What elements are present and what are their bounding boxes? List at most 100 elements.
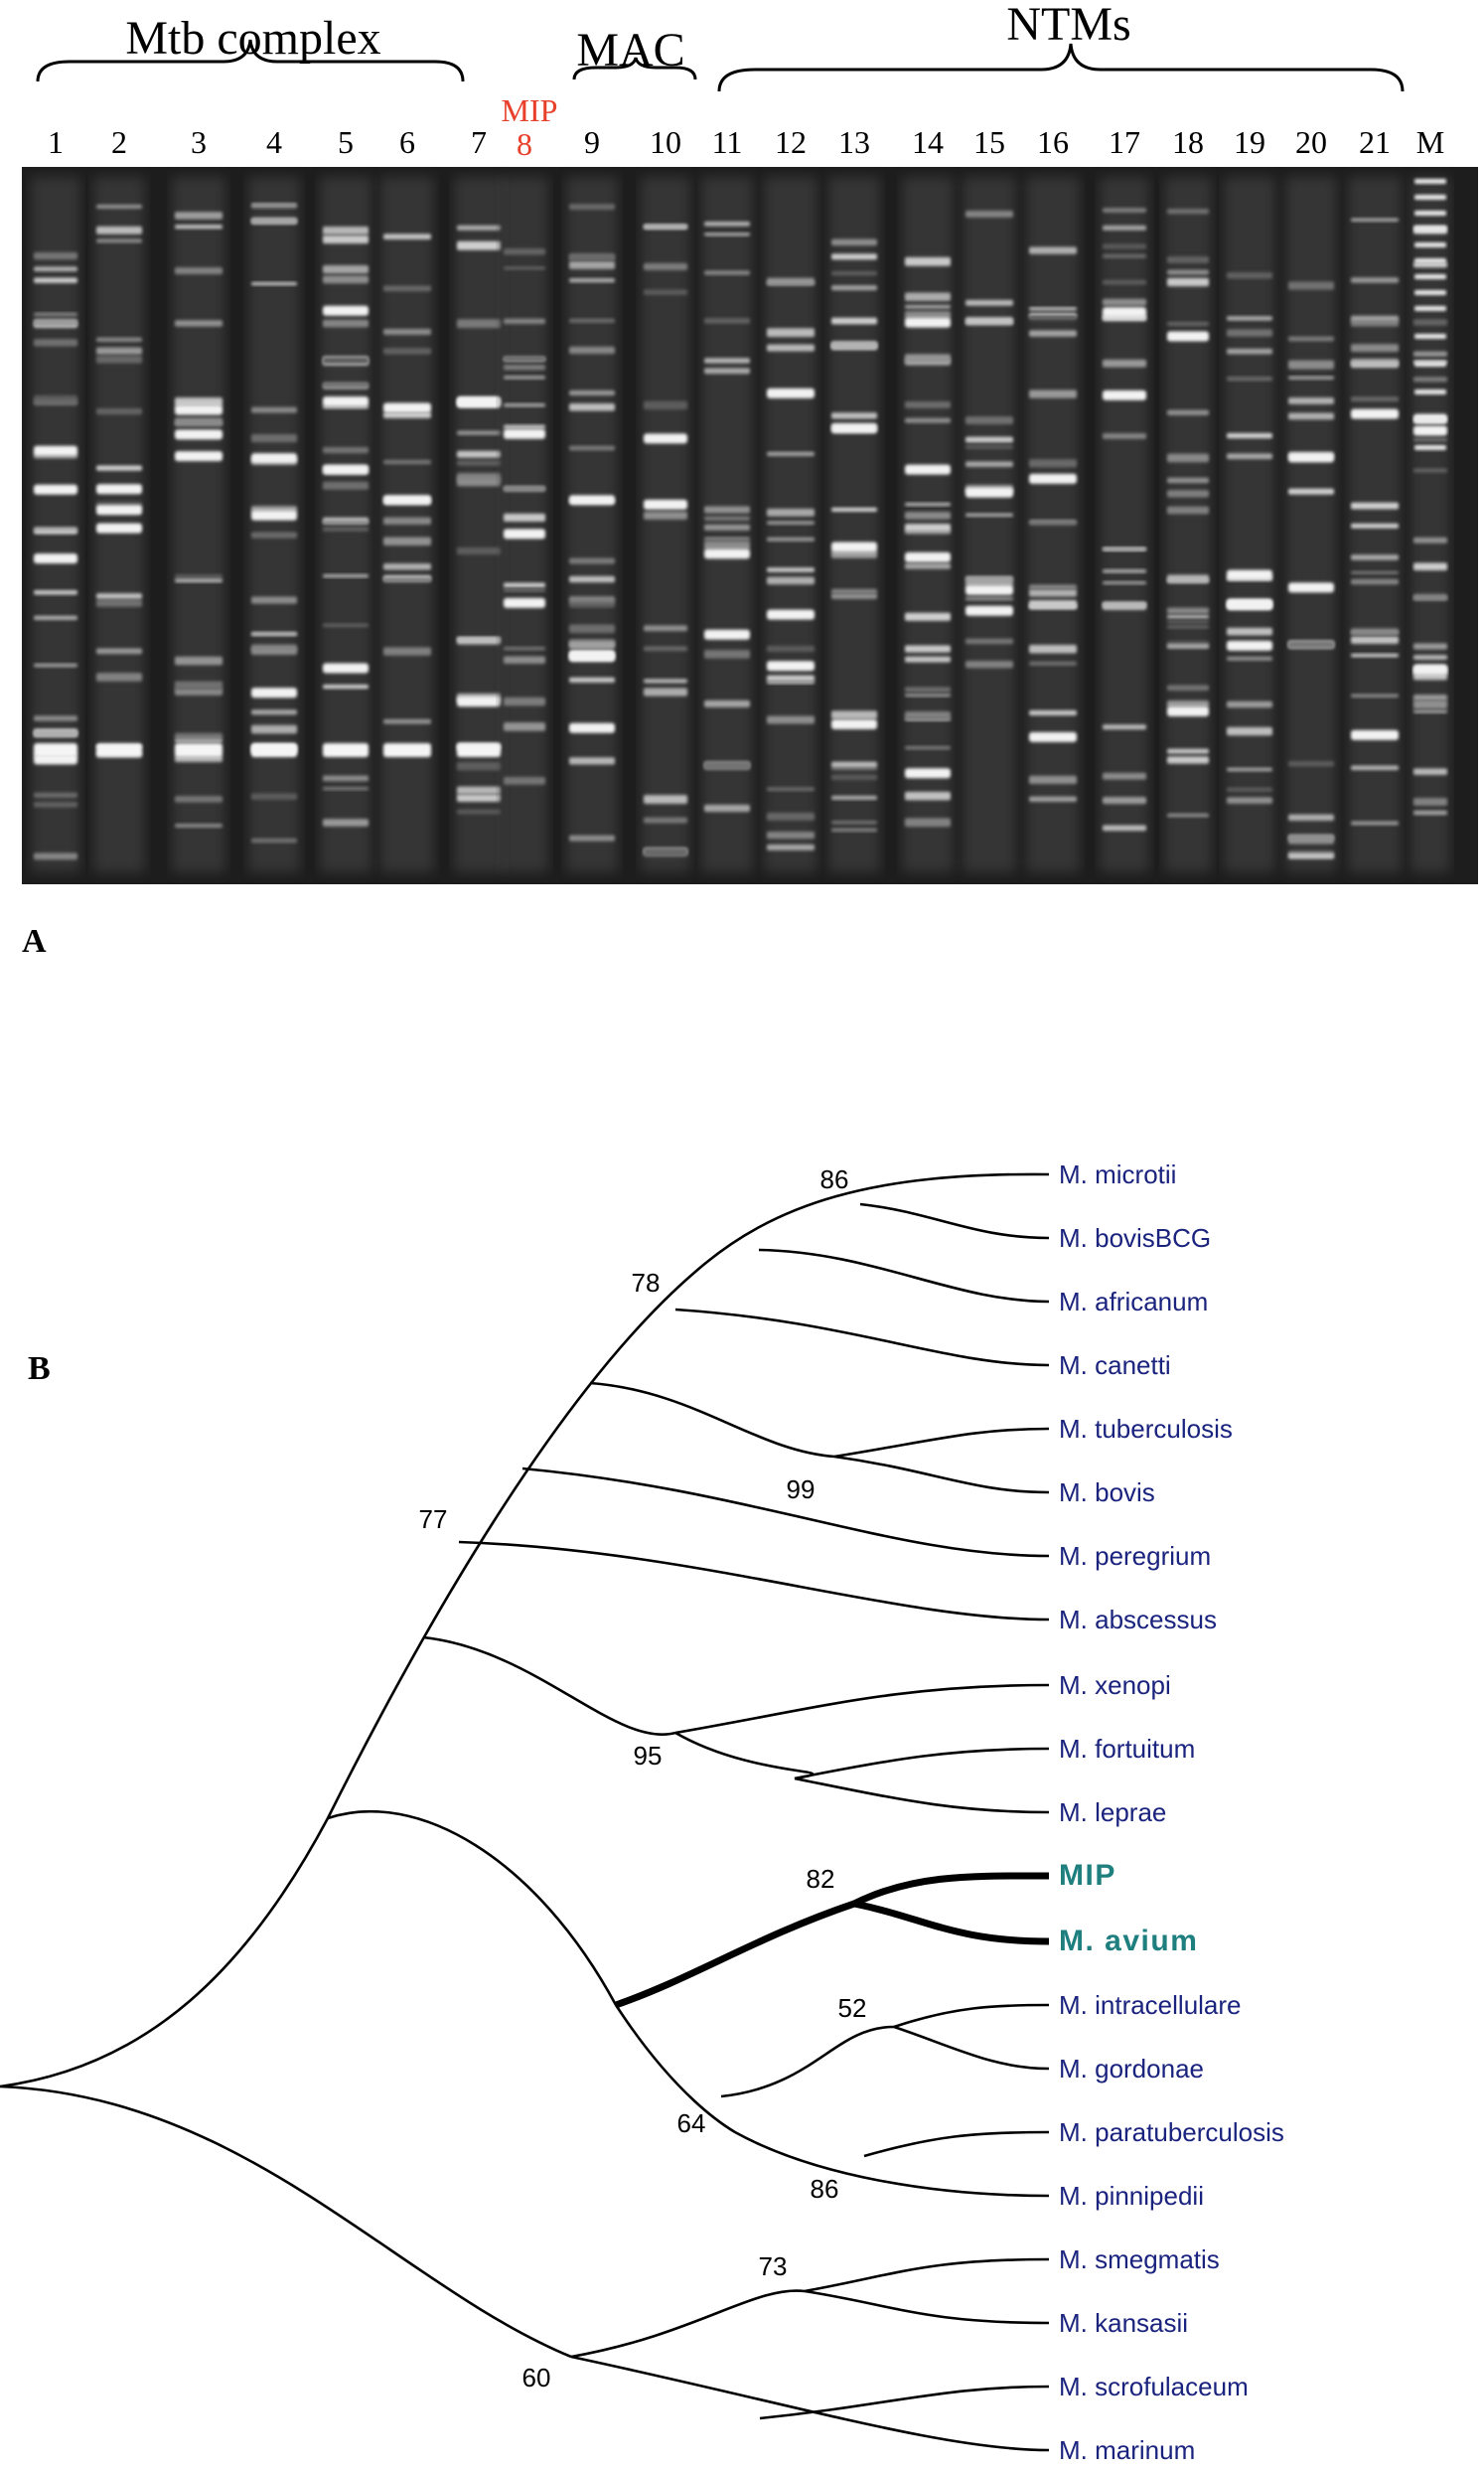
- bootstrap-value: 86: [811, 2174, 839, 2204]
- group-label-mac: MAC: [576, 24, 684, 77]
- lane-label-9: 9: [584, 124, 600, 160]
- lane-label-17: 17: [1109, 124, 1140, 160]
- gel-lane: [701, 177, 753, 872]
- tree-branch: [804, 2257, 1050, 2293]
- taxon-label: M. leprae: [1059, 1797, 1166, 1827]
- gel-lane: [31, 177, 80, 872]
- ladder-rung: [1414, 389, 1446, 394]
- taxon-label: M. marinum: [1059, 2435, 1195, 2465]
- tree-branch: [794, 1747, 1050, 1780]
- group-label-ntms: NTMs: [1006, 0, 1130, 51]
- bootstrap-value: 86: [820, 1164, 849, 1194]
- group-label-mtb-complex: Mtb complex: [125, 12, 380, 65]
- gel-lane: [1100, 177, 1149, 872]
- ladder-rung: [1414, 211, 1446, 216]
- brace-ntms: [717, 43, 1405, 92]
- bootstrap-value: 82: [807, 1864, 835, 1894]
- lane-labels: 1 2 3 4 5 6 7 8 9 10 11 12 13 14 15 16 17 18 19 20 21 M: [48, 124, 1444, 162]
- taxon-label: M. bovis: [1059, 1477, 1155, 1507]
- tree-branch: [759, 2385, 1050, 2420]
- gel-lane: [380, 177, 434, 872]
- bootstrap-value: 52: [838, 1993, 867, 2023]
- taxon-label: M. gordonae: [1059, 2054, 1204, 2084]
- gel-band: [96, 743, 142, 757]
- gel-lane: [902, 177, 954, 872]
- gel-lane: [93, 177, 145, 872]
- panel-b-tree: B M. microtii M. bovisBCG M. africanum M. c…: [0, 1159, 1284, 2465]
- taxon-label: M. abscessus: [1059, 1605, 1217, 1634]
- gel-band: [457, 743, 501, 757]
- tree-taxa: M. microtii M. bovisBCG M. africanum M. can…: [1059, 1159, 1284, 2465]
- panel-label-a: A: [22, 923, 47, 960]
- tree-branch: [674, 1731, 815, 1780]
- ladder-rung: [1414, 274, 1446, 279]
- gel-lane: [1164, 177, 1212, 872]
- gel-band: [251, 743, 297, 757]
- gel-lane: [454, 177, 504, 872]
- tree-branch: [804, 2289, 1050, 2325]
- taxon-label: M. fortuitum: [1059, 1734, 1195, 1764]
- lane-label-12: 12: [775, 124, 807, 160]
- lane-label-1: 1: [48, 124, 64, 160]
- tree-branch: [0, 1172, 1050, 2088]
- panel-a-gel: Mtb complex MAC NTMs MIP 1 2 3 4 5 6 7 8 9 10 11 12…: [22, 0, 1478, 960]
- bootstrap-value: 95: [634, 1741, 663, 1771]
- gel-lane: [320, 177, 371, 872]
- tree-branch: [893, 2003, 1050, 2029]
- lane-label-10: 10: [650, 124, 681, 160]
- lane-label-4: 4: [266, 124, 282, 160]
- bootstrap-value: 60: [522, 2363, 551, 2393]
- brace-mtb-complex: [36, 39, 465, 82]
- tree-branch: [794, 1776, 1050, 1814]
- tree-branch: [758, 1248, 1050, 1304]
- lane-label-16: 16: [1037, 124, 1069, 160]
- gel-lane: [1348, 177, 1402, 872]
- lane-label-6: 6: [399, 124, 415, 160]
- gel-lane: [1285, 177, 1337, 872]
- lane-label-3: 3: [191, 124, 207, 160]
- ladder-rung: [1414, 362, 1446, 367]
- gel-lanes: [31, 177, 1450, 872]
- bootstrap-value: 78: [632, 1268, 661, 1298]
- gel-lane: [1410, 177, 1450, 872]
- taxon-label: M. smegmatis: [1059, 2244, 1220, 2274]
- tree-branch: [570, 2355, 1050, 2452]
- ladder-rung: [1414, 445, 1446, 450]
- ladder-rung: [1414, 306, 1446, 311]
- taxon-label: M. scrofulaceum: [1059, 2372, 1249, 2401]
- taxon-label: M. tuberculosis: [1059, 1414, 1233, 1444]
- tree-branch: [0, 2084, 572, 2359]
- taxon-label: MIP: [1059, 1859, 1116, 1892]
- bootstrap-value: 73: [759, 2251, 788, 2281]
- taxon-label: M. kansasii: [1059, 2308, 1188, 2338]
- tree-branch: [570, 2289, 806, 2359]
- bootstrap-value: 99: [787, 1474, 816, 1504]
- ladder-rung: [1414, 334, 1446, 339]
- taxon-label: M. africanum: [1059, 1287, 1208, 1316]
- lane-label-14: 14: [912, 124, 944, 160]
- gel-lane: [566, 177, 618, 872]
- taxon-label: M. microtii: [1059, 1159, 1176, 1189]
- tree-branch: [863, 2130, 1050, 2158]
- tree-branch: [859, 1202, 1050, 1240]
- lane-label-11: 11: [712, 124, 743, 160]
- lane-label-5: 5: [338, 124, 354, 160]
- gel-lane: [501, 177, 548, 872]
- tree-branch: [614, 1900, 856, 2009]
- gel-lane: [641, 177, 690, 872]
- lane-label-18: 18: [1172, 124, 1204, 160]
- ladder-rung: [1414, 258, 1446, 263]
- gel-lane: [764, 177, 817, 872]
- tree-branch: [589, 1381, 835, 1459]
- taxon-label: M. pinnipedii: [1059, 2181, 1204, 2211]
- panel-label-b: B: [28, 1350, 51, 1387]
- taxon-label: M. peregrium: [1059, 1541, 1211, 1571]
- tree-branch: [853, 1900, 1050, 1945]
- tree-branch: [720, 2025, 895, 2098]
- tree-branch: [833, 1427, 1050, 1459]
- gel-band: [383, 743, 431, 757]
- lane-label-2: 2: [111, 124, 127, 160]
- lane-label-15: 15: [973, 124, 1005, 160]
- lane-label-20: 20: [1295, 124, 1327, 160]
